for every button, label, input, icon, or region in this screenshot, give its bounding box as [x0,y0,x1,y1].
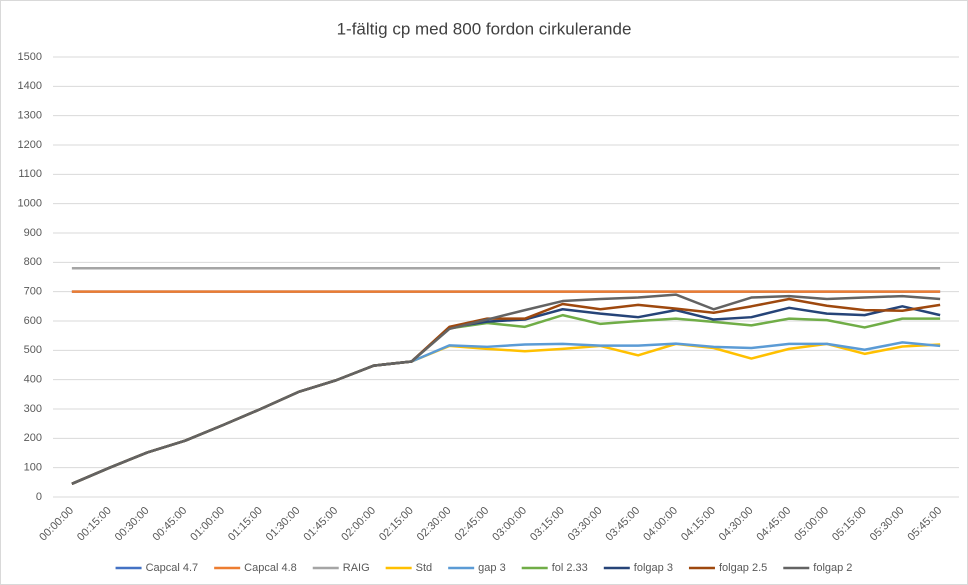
y-tick-label: 1000 [18,198,42,210]
y-tick-label: 1200 [18,139,42,151]
legend: Capcal 4.7 Capcal 4.8 RAIG Std gap 3 fol 2.33… [115,562,852,574]
y-tick-label: 200 [24,432,42,444]
legend-label: fol 2.33 [552,562,588,574]
y-tick-label: 300 [24,403,42,415]
chart-title: 1-fältig cp med 800 fordon cirkulerande [337,19,632,38]
series-line [71,293,941,485]
y-tick-label: 900 [24,227,42,239]
y-tick-label: 1500 [18,51,42,63]
y-tick-label: 700 [24,286,42,298]
legend-label: folgap 2 [813,562,852,574]
y-tick-label: 500 [24,344,42,356]
y-tick-label: 1300 [18,110,42,122]
legend-label: Capcal 4.7 [146,562,199,574]
legend-label: folgap 2.5 [719,562,767,574]
legend-label: gap 3 [478,562,506,574]
y-tick-label: 1400 [18,80,42,92]
legend-label: folgap 3 [634,562,673,574]
y-tick-label: 1100 [18,168,42,180]
y-tick-label: 800 [24,256,42,268]
legend-label: Std [416,562,433,574]
y-tick-label: 0 [36,491,42,503]
y-tick-label: 400 [24,374,42,386]
legend-label: Capcal 4.8 [244,562,297,574]
y-tick-label: 600 [24,315,42,327]
y-tick-label: 100 [24,462,42,474]
legend-label: RAIG [343,562,370,574]
